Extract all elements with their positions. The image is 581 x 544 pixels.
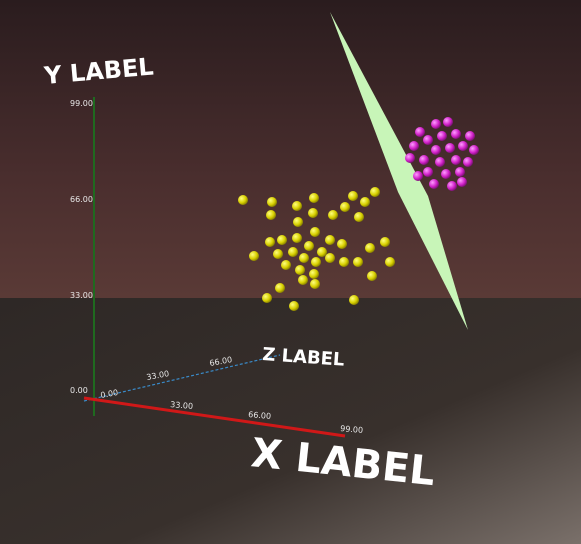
sphere (310, 227, 320, 237)
sphere (309, 269, 319, 279)
sphere (325, 253, 335, 263)
sphere (275, 283, 285, 293)
sphere (431, 119, 441, 129)
sphere (445, 143, 455, 153)
x-axis (83, 396, 346, 438)
sphere (292, 201, 302, 211)
z-tick-label: 0.00 (100, 388, 119, 400)
sphere (458, 141, 468, 151)
sphere (447, 181, 457, 191)
sphere (423, 135, 433, 145)
yellow-cluster (238, 187, 395, 311)
sphere (437, 131, 447, 141)
sphere (317, 247, 327, 257)
sphere (311, 257, 321, 267)
sphere (435, 157, 445, 167)
y-tick-label: 0.00 (70, 386, 88, 395)
sphere (340, 202, 350, 212)
sphere (451, 129, 461, 139)
sphere (443, 117, 453, 127)
sphere (328, 210, 338, 220)
sphere (309, 193, 319, 203)
sphere (293, 217, 303, 227)
sphere (289, 301, 299, 311)
sphere (267, 197, 277, 207)
x-tick-label: 99.00 (340, 424, 364, 435)
sphere (380, 237, 390, 247)
sphere (413, 171, 423, 181)
x-tick-label: 66.00 (248, 410, 272, 421)
sphere (281, 260, 291, 270)
floor (0, 298, 581, 544)
magenta-cluster (405, 117, 479, 191)
sphere (273, 249, 283, 259)
sphere (304, 241, 314, 251)
y-tick-label: 99.00 (70, 99, 93, 108)
sphere (385, 257, 395, 267)
z-axis (83, 354, 281, 402)
sphere (325, 235, 335, 245)
sphere (292, 233, 302, 243)
sphere (423, 167, 433, 177)
sphere (415, 127, 425, 137)
sphere (348, 191, 358, 201)
sphere (469, 145, 479, 155)
sphere (298, 275, 308, 285)
sphere (441, 169, 451, 179)
sphere (431, 145, 441, 155)
sphere (455, 167, 465, 177)
sphere (457, 177, 467, 187)
sphere (409, 141, 419, 151)
sphere (429, 179, 439, 189)
separating-plane (330, 12, 468, 330)
sphere (365, 243, 375, 253)
sphere (265, 237, 275, 247)
sphere (238, 195, 248, 205)
sphere (295, 265, 305, 275)
sphere (299, 253, 309, 263)
sphere (277, 235, 287, 245)
sphere (266, 210, 276, 220)
sphere (367, 271, 377, 281)
y-tick-label: 66.00 (70, 195, 93, 204)
z-tick-label: 33.00 (146, 369, 170, 382)
sphere (349, 295, 359, 305)
sphere (339, 257, 349, 267)
sphere (337, 239, 347, 249)
sphere (262, 293, 272, 303)
sphere (405, 153, 415, 163)
sphere (451, 155, 461, 165)
sphere (419, 155, 429, 165)
z-tick-label: 66.00 (209, 355, 233, 368)
y-tick-label: 33.00 (70, 291, 93, 300)
sphere (463, 157, 473, 167)
sphere (370, 187, 380, 197)
sphere (353, 257, 363, 267)
sphere (288, 247, 298, 257)
sphere (354, 212, 364, 222)
x-tick-label: 33.00 (170, 400, 194, 411)
sphere (308, 208, 318, 218)
sphere (310, 279, 320, 289)
sphere (465, 131, 475, 141)
sphere (249, 251, 259, 261)
sphere (360, 197, 370, 207)
